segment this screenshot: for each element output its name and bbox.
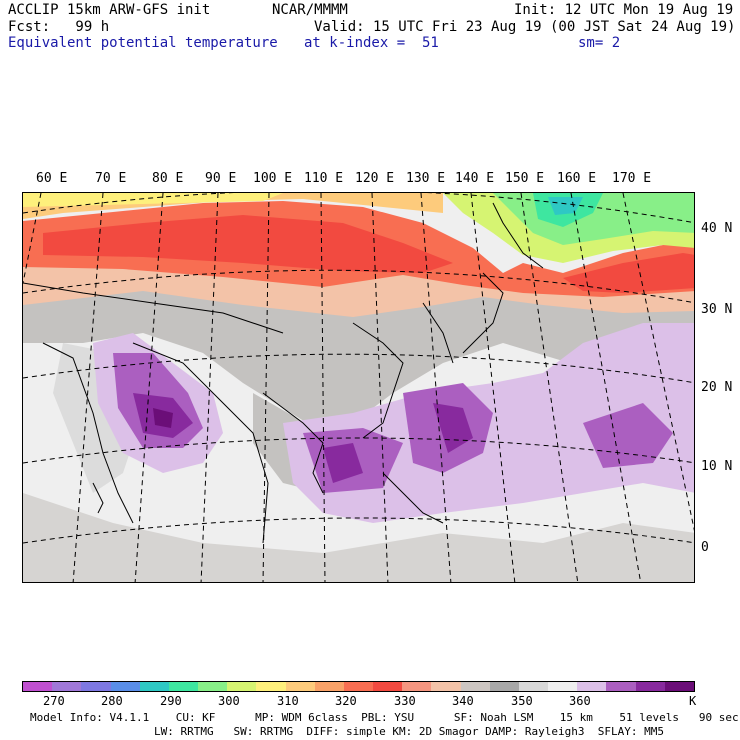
graticule: [23, 193, 694, 582]
lat-label: 20 N: [701, 380, 733, 395]
theta-e-map: [22, 192, 695, 583]
map-canvas: [23, 193, 694, 582]
colorbar-swatch: [548, 682, 578, 691]
colorbar-tick: 350: [511, 694, 533, 708]
colorbar-swatch: [256, 682, 286, 691]
colorbar-swatch: [635, 682, 665, 691]
lat-label: 10 N: [701, 459, 733, 474]
model-info-line-2: LW: RRTMG SW: RRTMG DIFF: simple KM: 2D …: [154, 725, 664, 738]
colorbar-tick: 320: [335, 694, 357, 708]
lon-label: 150 E: [505, 171, 545, 186]
colorbar-tick: 270: [43, 694, 65, 708]
colorbar-swatch: [110, 682, 140, 691]
colorbar: [22, 681, 695, 692]
lat-label: 40 N: [701, 221, 733, 236]
colorbar-swatch: [460, 682, 490, 691]
colorbar-tick: 340: [452, 694, 474, 708]
lat-label: 30 N: [701, 302, 733, 317]
colorbar-swatch: [285, 682, 315, 691]
forecast-hour: Fcst: 99 h: [8, 19, 110, 35]
smoothing: sm= 2: [578, 35, 621, 51]
colorbar-swatch: [664, 682, 694, 691]
center-name: NCAR/MMMM: [272, 2, 348, 18]
colorbar-swatch: [139, 682, 169, 691]
lon-label: 80 E: [152, 171, 184, 186]
colorbar-tick: 290: [160, 694, 182, 708]
lon-label: 100 E: [253, 171, 293, 186]
lon-label: 130 E: [406, 171, 446, 186]
colorbar-tick: 330: [394, 694, 416, 708]
colorbar-swatch: [81, 682, 111, 691]
colorbar-tick: 280: [101, 694, 123, 708]
colorbar-swatch: [168, 682, 199, 691]
colorbar-swatch: [577, 682, 607, 691]
colorbar-unit: K: [689, 694, 697, 708]
colorbar-swatch: [198, 682, 228, 691]
lat-label: 0: [701, 540, 709, 555]
colorbar-swatch: [314, 682, 344, 691]
lon-label: 90 E: [205, 171, 237, 186]
colorbar-swatch: [52, 682, 82, 691]
colorbar-swatch: [402, 682, 432, 691]
colorbar-swatch: [343, 682, 374, 691]
colorbar-tick: 300: [218, 694, 240, 708]
valid-time: Valid: 15 UTC Fri 23 Aug 19 (00 JST Sat …: [314, 19, 736, 35]
init-time: Init: 12 UTC Mon 19 Aug 19: [514, 2, 734, 18]
lon-label: 140 E: [455, 171, 495, 186]
colorbar-swatch: [606, 682, 636, 691]
peach-contour-fields: [23, 263, 694, 317]
lon-label: 60 E: [36, 171, 68, 186]
lon-label: 110 E: [304, 171, 344, 186]
colorbar-swatch: [518, 682, 549, 691]
red-contour-fields: [23, 201, 694, 297]
coastlines: [23, 202, 544, 544]
lon-label: 120 E: [355, 171, 395, 186]
field-name: Equivalent potential temperature: [8, 35, 278, 51]
colorbar-swatch: [489, 682, 519, 691]
colorbar-tick: 360: [569, 694, 591, 708]
colorbar-swatch: [227, 682, 257, 691]
lon-label: 160 E: [557, 171, 597, 186]
colorbar-swatch: [373, 682, 403, 691]
colorbar-swatch: [431, 682, 461, 691]
vertical-level: at k-index = 51: [304, 35, 439, 51]
model-info-line-1: Model Info: V4.1.1 CU: KF MP: WDM 6class…: [30, 711, 739, 724]
colorbar-tick: 310: [277, 694, 299, 708]
lon-label: 70 E: [95, 171, 127, 186]
lon-label: 170 E: [612, 171, 652, 186]
colorbar-swatch: [23, 682, 53, 691]
model-title: ACCLIP 15km ARW-GFS init: [8, 2, 211, 18]
